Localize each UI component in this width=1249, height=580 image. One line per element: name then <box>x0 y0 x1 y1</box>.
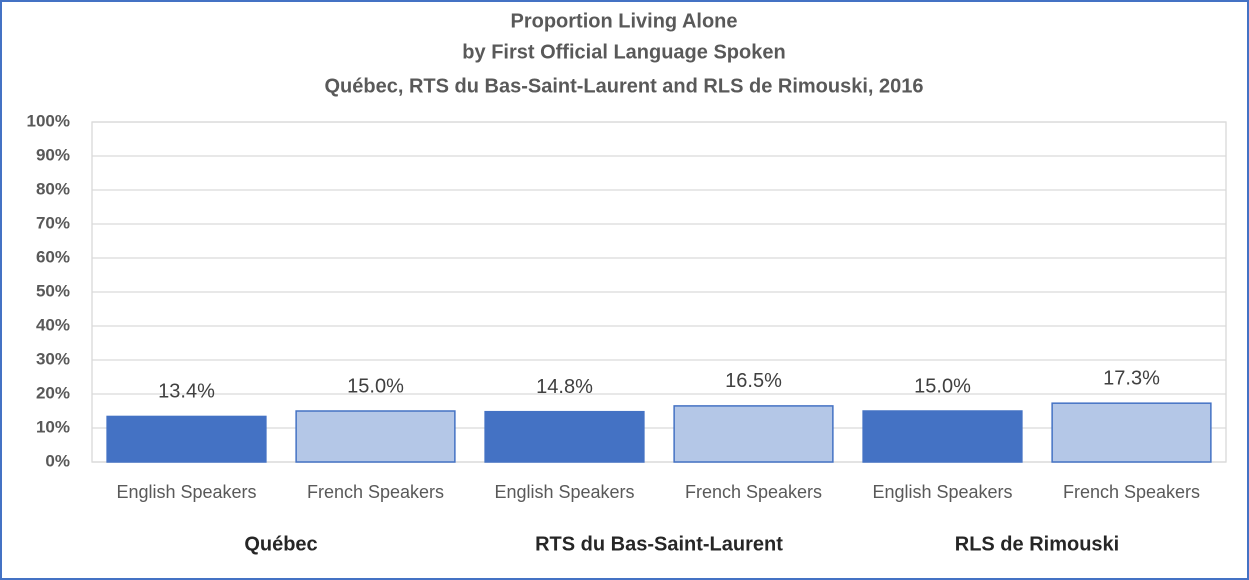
value-label: 13.4% <box>158 381 215 403</box>
bar <box>1051 402 1212 463</box>
value-label: 14.8% <box>536 376 593 398</box>
group-label: Québec <box>244 533 317 555</box>
group-label: RLS de Rimouski <box>955 533 1119 555</box>
value-label: 15.0% <box>914 375 971 397</box>
plot-border <box>91 121 1227 463</box>
value-label: 15.0% <box>347 375 404 397</box>
chart-title: Québec, RTS du Bas-Saint-Laurent and RLS… <box>324 75 923 97</box>
y-tick-label: 50% <box>36 281 70 300</box>
bar <box>673 405 834 463</box>
y-tick-label: 30% <box>36 349 70 368</box>
y-tick-label: 80% <box>36 179 70 198</box>
value-label: 16.5% <box>725 370 782 392</box>
y-tick-label: 70% <box>36 213 70 232</box>
bar <box>862 410 1023 463</box>
y-tick-label: 20% <box>36 383 70 402</box>
y-tick-label: 90% <box>36 145 70 164</box>
y-tick-label: 100% <box>27 111 70 130</box>
chart-title: Proportion Living Alone <box>510 10 737 32</box>
x-tick-label: French Speakers <box>307 482 444 502</box>
bar <box>484 410 645 463</box>
y-tick-label: 0% <box>45 451 70 470</box>
group-label: RTS du Bas-Saint-Laurent <box>535 533 783 555</box>
y-tick-label: 40% <box>36 315 70 334</box>
x-tick-label: English Speakers <box>494 482 634 502</box>
value-label: 17.3% <box>1103 367 1160 389</box>
x-tick-label: French Speakers <box>685 482 822 502</box>
x-tick-label: English Speakers <box>872 482 1012 502</box>
x-tick-label: French Speakers <box>1063 482 1200 502</box>
chart-title: by First Official Language Spoken <box>462 41 785 63</box>
x-tick-label: English Speakers <box>116 482 256 502</box>
bar <box>295 410 456 463</box>
y-tick-label: 60% <box>36 247 70 266</box>
bar <box>106 415 267 463</box>
y-tick-label: 10% <box>36 417 70 436</box>
